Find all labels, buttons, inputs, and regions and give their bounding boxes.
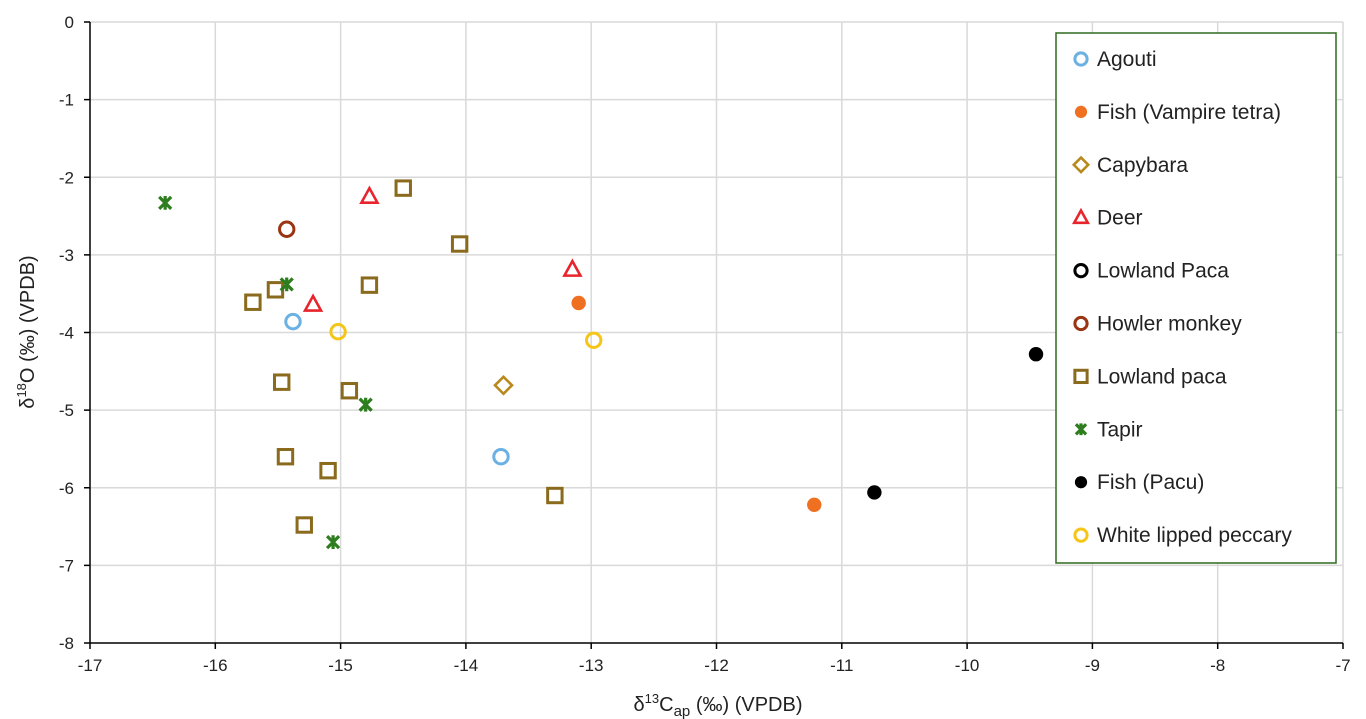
data-point	[284, 312, 302, 331]
y-tick-label: -4	[59, 324, 74, 343]
data-point	[276, 448, 295, 466]
legend-marker	[1074, 476, 1088, 489]
legend-label: Tapir	[1097, 418, 1143, 441]
data-point	[359, 185, 380, 204]
x-tick-label: -12	[704, 656, 729, 675]
legend-label: Fish (Vampire tetra)	[1097, 101, 1281, 124]
legend-label: Howler monkey	[1097, 313, 1242, 336]
x-tick-label: -9	[1085, 656, 1100, 675]
legend-marker	[1071, 207, 1091, 225]
data-points	[158, 179, 1044, 550]
legend-label: Capybara	[1097, 154, 1188, 177]
data-point	[158, 195, 173, 210]
legend-marker	[1071, 155, 1091, 174]
legend-label: Fish (Pacu)	[1097, 471, 1204, 494]
data-point	[562, 258, 583, 277]
data-point	[295, 516, 313, 534]
legend-label: Lowland Paca	[1097, 260, 1229, 283]
x-tick-label: -17	[78, 656, 103, 675]
y-tick-label: -8	[59, 634, 74, 653]
x-tick-label: -14	[454, 656, 479, 675]
legend-marker	[1073, 368, 1089, 385]
x-tick-labels: -17 -16 -15 -14 -13 -12 -11 -10 -9 -8 -7	[78, 656, 1351, 675]
y-tick-label: -5	[59, 401, 74, 420]
legend-marker	[1073, 315, 1089, 332]
data-point	[571, 295, 586, 311]
legend: Agouti Fish (Vampire tetra) Capybara Deer Lo…	[1055, 32, 1337, 564]
x-tick-label: -16	[203, 656, 228, 675]
data-point	[279, 277, 294, 292]
data-point	[278, 220, 296, 238]
y-tick-label: -2	[59, 168, 74, 187]
data-point	[273, 373, 291, 391]
data-point	[546, 486, 564, 505]
data-point	[394, 179, 412, 197]
legend-marker	[1073, 262, 1089, 279]
data-point	[867, 485, 882, 500]
data-point	[358, 397, 373, 412]
data-point	[319, 461, 337, 480]
x-tick-label: -11	[830, 656, 853, 675]
legend-marker	[1074, 105, 1088, 119]
data-point	[585, 331, 603, 349]
data-point	[325, 534, 341, 550]
data-point	[807, 497, 822, 513]
data-point	[340, 382, 359, 400]
legend-label: Deer	[1097, 207, 1143, 230]
data-point	[450, 235, 469, 253]
y-tick-label: 0	[65, 13, 74, 32]
data-point	[329, 323, 347, 341]
x-tick-label: -8	[1210, 656, 1225, 675]
x-tick-label: -15	[328, 656, 353, 675]
y-tick-label: -3	[59, 246, 74, 265]
legend-label: Agouti	[1097, 48, 1157, 71]
legend-box	[1055, 32, 1337, 564]
y-axis-title: δ18O (‰) (VPDB)	[14, 255, 39, 408]
data-point	[244, 293, 262, 311]
data-point	[1028, 347, 1044, 362]
legend-marker	[1073, 51, 1089, 67]
x-tick-label: -13	[579, 656, 604, 675]
data-point	[302, 293, 324, 312]
y-tick-labels: 0 -1 -2 -3 -4 -5 -6 -7 -8	[59, 13, 74, 653]
x-axis-title: δ13Cap (‰) (VPDB)	[634, 691, 803, 719]
legend-marker	[1074, 423, 1088, 436]
x-tick-label: -7	[1335, 656, 1350, 675]
legend-label: White lipped peccary	[1097, 524, 1292, 547]
data-point	[493, 374, 514, 396]
y-tick-label: -1	[59, 91, 74, 110]
axes	[84, 21, 1344, 649]
data-point	[492, 448, 510, 466]
legend-marker	[1073, 527, 1089, 543]
y-tick-label: -7	[59, 556, 74, 575]
data-point	[360, 276, 379, 294]
legend-label: Lowland paca	[1097, 365, 1227, 388]
y-tick-label: -6	[59, 479, 74, 498]
x-tick-label: -10	[955, 656, 980, 675]
